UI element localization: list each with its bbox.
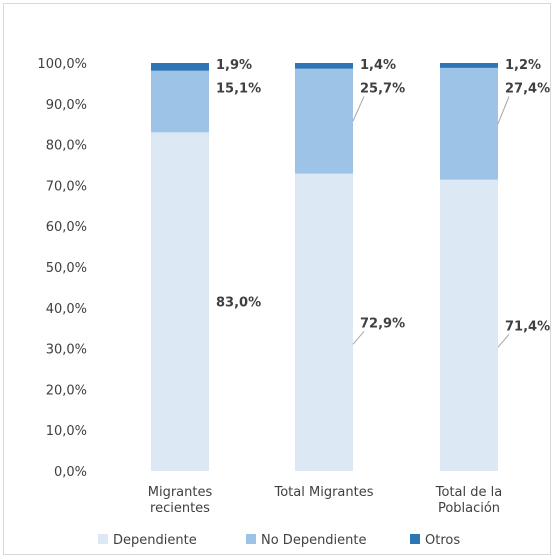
x-category-label: Población xyxy=(438,501,500,516)
bar-segment-otros xyxy=(151,63,209,71)
y-tick-label: 10,0% xyxy=(46,424,87,439)
y-tick-label: 40,0% xyxy=(46,302,87,317)
bar-segment-dependiente xyxy=(295,173,353,471)
leader-line xyxy=(352,330,365,345)
x-category-label: Total Migrantes xyxy=(274,485,374,500)
legend-item-dependiente: Dependiente xyxy=(113,533,197,548)
bar-segment-no-dependiente xyxy=(440,67,498,180)
y-tick-label: 50,0% xyxy=(46,261,87,276)
y-tick-label: 70,0% xyxy=(46,179,87,194)
data-label-otros: 1,4% xyxy=(360,58,396,73)
data-label-no-dependiente: 25,7% xyxy=(360,81,405,96)
data-label-otros: 1,9% xyxy=(216,58,252,73)
bar-segment-otros xyxy=(295,63,353,69)
legend-swatch xyxy=(98,534,108,544)
data-label-no-dependiente: 15,1% xyxy=(216,81,261,96)
y-tick-label: 0,0% xyxy=(54,465,87,480)
bar-segment-no-dependiente xyxy=(151,70,209,133)
bar-segment-dependiente xyxy=(151,132,209,472)
y-tick-label: 30,0% xyxy=(46,343,87,358)
bar-segment-no-dependiente xyxy=(295,68,353,174)
legend-item-otros: Otros xyxy=(425,533,460,548)
data-label-otros: 1,2% xyxy=(505,58,541,73)
y-tick-label: 60,0% xyxy=(46,220,87,235)
data-label-dependiente: 72,9% xyxy=(360,316,405,331)
legend-swatch xyxy=(410,534,420,544)
legend-swatch xyxy=(246,534,256,544)
x-category-label: recientes xyxy=(150,501,210,516)
leader-line xyxy=(497,96,510,124)
data-label-no-dependiente: 27,4% xyxy=(505,81,550,96)
legend-item-no-dependiente: No Dependiente xyxy=(261,533,367,548)
y-tick-label: 100,0% xyxy=(37,57,87,72)
y-tick-label: 90,0% xyxy=(46,98,87,113)
x-category-label: Migrantes xyxy=(148,485,213,500)
y-tick-label: 20,0% xyxy=(46,383,87,398)
leader-line xyxy=(497,334,510,348)
data-label-dependiente: 71,4% xyxy=(505,319,550,334)
data-label-dependiente: 83,0% xyxy=(216,296,261,311)
y-tick-label: 80,0% xyxy=(46,139,87,154)
leader-line xyxy=(352,96,365,122)
bar-segment-dependiente xyxy=(440,179,498,472)
x-category-label: Total de la xyxy=(435,485,502,500)
bar-segment-otros xyxy=(440,63,498,68)
